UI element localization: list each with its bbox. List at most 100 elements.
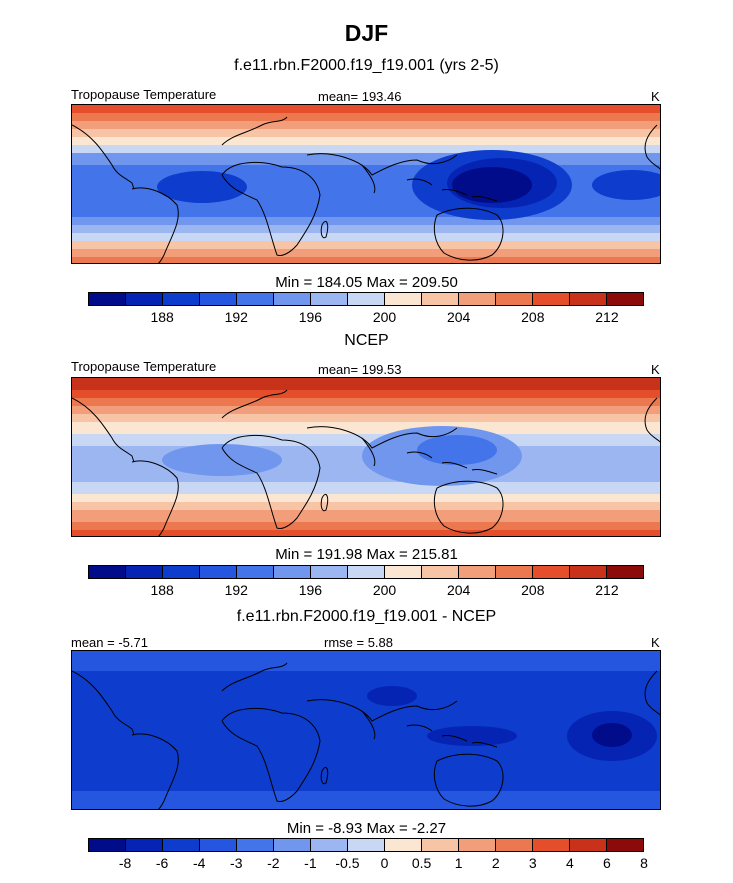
colorbar-swatch (163, 293, 200, 305)
panel-1-colorbar (88, 292, 644, 306)
colorbar-tick-label: 200 (372, 582, 397, 598)
coastline (320, 221, 329, 239)
colorbar-swatch (126, 566, 163, 578)
coastline (361, 437, 376, 467)
coastline (221, 662, 288, 692)
field-contour (152, 701, 432, 791)
field-contour (427, 726, 517, 746)
colorbar-tick-label: 4 (565, 855, 574, 871)
colorbar-tick-label: 188 (150, 309, 174, 325)
colorbar-tick-label: 1 (454, 855, 463, 871)
field-contour (592, 723, 632, 747)
colorbar-swatch (459, 293, 496, 305)
colorbar-swatch (311, 839, 348, 851)
colorbar-tick-label: 208 (521, 309, 545, 325)
coastline (644, 397, 660, 443)
panel-1-mean-label: mean= 193.46 (318, 89, 402, 104)
panel-3-title: f.e11.rbn.F2000.f19_f19.001 - NCEP (236, 608, 497, 625)
colorbar-swatch (200, 293, 237, 305)
colorbar-swatch (237, 566, 274, 578)
coastline (131, 187, 179, 263)
field-contour (452, 167, 532, 203)
colorbar-tick-label: 3 (528, 855, 537, 871)
colorbar-swatch (385, 566, 422, 578)
coastline (406, 178, 498, 202)
colorbar-swatch (607, 293, 643, 305)
contour-field (72, 105, 660, 263)
colorbar-swatch (311, 293, 348, 305)
colorbar-tick-label: 188 (150, 582, 174, 598)
field-contour (417, 435, 497, 465)
colorbar-swatch (570, 566, 607, 578)
colorbar-tick-label: 192 (224, 309, 248, 325)
panel-3-map (71, 650, 661, 810)
colorbar-swatch (385, 293, 422, 305)
coastline (320, 494, 329, 512)
panel-3-min-max: Min = -8.93 Max = -2.27 (286, 820, 447, 837)
colorbar-swatch (348, 566, 385, 578)
colorbar-tick-label: 212 (595, 309, 619, 325)
panel-2-mean-label: mean= 199.53 (318, 362, 402, 377)
panel-3-colorbar-labels: -8 -6 -4 -3 -2 -1 -0.5 0 0.5 1 2 3 4 6 8 (88, 855, 648, 871)
colorbar-tick-label: -8 (118, 855, 132, 871)
colorbar-tick-label: 0 (380, 855, 389, 871)
colorbar-swatch (126, 839, 163, 851)
colorbar-tick-label: -0.5 (335, 855, 360, 871)
coastline (221, 435, 321, 529)
panel-3-colorbar (88, 838, 644, 852)
coastline (406, 724, 498, 748)
colorbar-swatch (459, 566, 496, 578)
colorbar-tick-label: 192 (224, 582, 248, 598)
colorbar-swatch (348, 293, 385, 305)
colorbar-tick-label: 196 (298, 309, 323, 325)
coastline (306, 699, 458, 722)
colorbar-tick-label: 208 (521, 582, 545, 598)
colorbar-swatch (274, 839, 311, 851)
contour-field (72, 378, 660, 536)
colorbar-swatch (237, 839, 274, 851)
colorbar-tick-label: -6 (155, 855, 169, 871)
colorbar-tick-label: 0.5 (411, 855, 432, 871)
colorbar-tick-label: -2 (267, 855, 280, 871)
panel-1-map (71, 104, 661, 264)
colorbar-swatch (311, 566, 348, 578)
colorbar-swatch (496, 293, 533, 305)
panel-3-units-label: K (651, 635, 660, 650)
colorbar-swatch (422, 839, 459, 851)
colorbar-swatch (126, 293, 163, 305)
colorbar-swatch (422, 566, 459, 578)
coastline (72, 397, 135, 463)
coastline (72, 670, 135, 736)
panel-2-colorbar (88, 565, 644, 579)
field-contour (367, 686, 417, 706)
colorbar-swatch (385, 839, 422, 851)
colorbar-swatch (533, 566, 570, 578)
panel-2-left-label: Tropopause Temperature (71, 359, 217, 374)
coastline (221, 116, 288, 146)
colorbar-tick-label: 6 (603, 855, 611, 871)
field-contour (162, 444, 282, 476)
panel-3-mean-label: mean = -5.71 (71, 635, 148, 650)
colorbar-tick-label: 204 (446, 309, 471, 325)
colorbar-tick-label: -4 (192, 855, 206, 871)
colorbar-tick-label: -3 (230, 855, 243, 871)
colorbar-tick-label: 212 (595, 582, 619, 598)
coastline (433, 753, 504, 807)
coastline (361, 164, 376, 194)
coastline (131, 733, 179, 809)
colorbar-tick-label: 204 (446, 582, 471, 598)
coastline (644, 124, 660, 170)
contour-field (72, 651, 660, 809)
colorbar-swatch (496, 839, 533, 851)
colorbar-tick-label: 196 (298, 582, 323, 598)
colorbar-swatch (163, 839, 200, 851)
panel-2-units-label: K (651, 362, 660, 377)
coastline (361, 710, 376, 740)
colorbar-tick-label: 8 (640, 855, 648, 871)
colorbar-tick-label: -1 (304, 855, 317, 871)
panel-3-rmse-label: rmse = 5.88 (324, 635, 394, 650)
panel-2-title: NCEP (344, 332, 389, 349)
panel-1-title: f.e11.rbn.F2000.f19_f19.001 (yrs 2-5) (234, 57, 499, 74)
colorbar-tick-label: 2 (491, 855, 500, 871)
coastline (406, 451, 498, 475)
